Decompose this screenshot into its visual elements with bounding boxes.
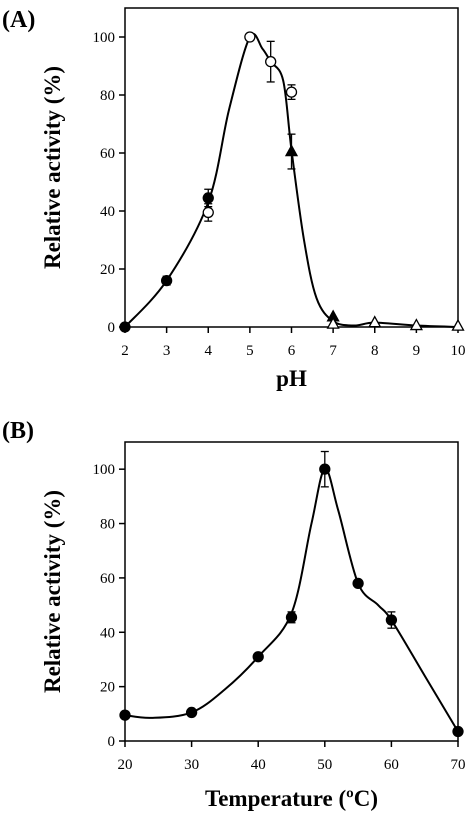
x-tick-label: 20 <box>118 757 133 773</box>
x-tick-label: 50 <box>317 757 332 773</box>
data-point <box>326 316 340 329</box>
y-tick-label: 100 <box>93 462 116 478</box>
x-tick-label: 7 <box>329 343 337 359</box>
data-point <box>385 614 398 626</box>
panel-a-data-marks <box>119 31 465 333</box>
panel-b-x-axis-title: Temperature (ºC) <box>205 786 378 811</box>
fitted-curve <box>124 32 459 328</box>
x-tick-label: 10 <box>451 343 466 359</box>
data-point <box>185 706 198 719</box>
data-point <box>368 315 382 328</box>
x-tick-label: 2 <box>121 343 129 359</box>
data-point <box>244 31 256 43</box>
y-tick-label: 80 <box>100 88 115 104</box>
y-tick-label: 20 <box>100 680 115 696</box>
x-tick-label: 30 <box>184 757 199 773</box>
data-point <box>352 577 364 589</box>
data-point <box>319 463 331 475</box>
panel-a-y-axis-title: Relative activity (%) <box>40 66 65 269</box>
data-point <box>285 611 298 623</box>
x-tick-label: 8 <box>371 343 379 359</box>
panel-a-x-axis: 2 3 4 5 6 7 8 9 10 <box>121 327 466 359</box>
data-point <box>451 318 465 331</box>
panel-a-chart: (A) 0 20 40 60 80 100 2 3 4 5 6 7 8 9 10 pH Relative … <box>2 7 466 391</box>
panel-a-label: (A) <box>2 7 35 33</box>
data-point <box>284 144 299 157</box>
data-point <box>252 651 264 663</box>
x-tick-label: 3 <box>163 343 171 359</box>
x-tick-label: 6 <box>288 343 296 359</box>
x-tick-label: 5 <box>246 343 254 359</box>
data-point <box>119 709 131 721</box>
y-tick-label: 40 <box>100 625 115 641</box>
data-point <box>160 274 173 287</box>
x-tick-label: 70 <box>451 757 466 773</box>
data-point <box>285 86 298 98</box>
y-tick-label: 0 <box>108 320 116 336</box>
y-tick-label: 0 <box>108 734 116 750</box>
y-tick-label: 40 <box>100 204 115 220</box>
y-tick-label: 20 <box>100 262 115 278</box>
x-tick-label: 9 <box>413 343 421 359</box>
panel-a-x-axis-title: pH <box>276 366 307 391</box>
panel-b-y-axis-title: Relative activity (%) <box>40 490 65 693</box>
data-point <box>265 56 277 68</box>
panel-b-data-marks <box>119 450 464 738</box>
panel-b-x-axis: 20 30 40 50 60 70 <box>118 741 466 773</box>
fitted-curve <box>124 468 459 732</box>
x-tick-label: 4 <box>205 343 213 359</box>
panel-b-label: (B) <box>2 418 34 444</box>
data-point <box>452 725 464 738</box>
panel-b-y-axis: 0 20 40 60 80 100 <box>93 462 125 750</box>
panel-b-plot-frame <box>124 441 459 742</box>
y-tick-label: 100 <box>93 30 116 46</box>
x-tick-label: 60 <box>384 757 399 773</box>
data-point <box>202 206 214 219</box>
data-point <box>202 192 214 204</box>
y-tick-label: 60 <box>100 571 115 587</box>
panel-a-y-axis: 0 20 40 60 80 100 <box>93 30 125 336</box>
y-tick-label: 80 <box>100 517 115 533</box>
x-tick-label: 40 <box>251 757 266 773</box>
data-point <box>119 321 131 333</box>
y-tick-label: 60 <box>100 146 115 162</box>
data-point <box>409 318 423 331</box>
